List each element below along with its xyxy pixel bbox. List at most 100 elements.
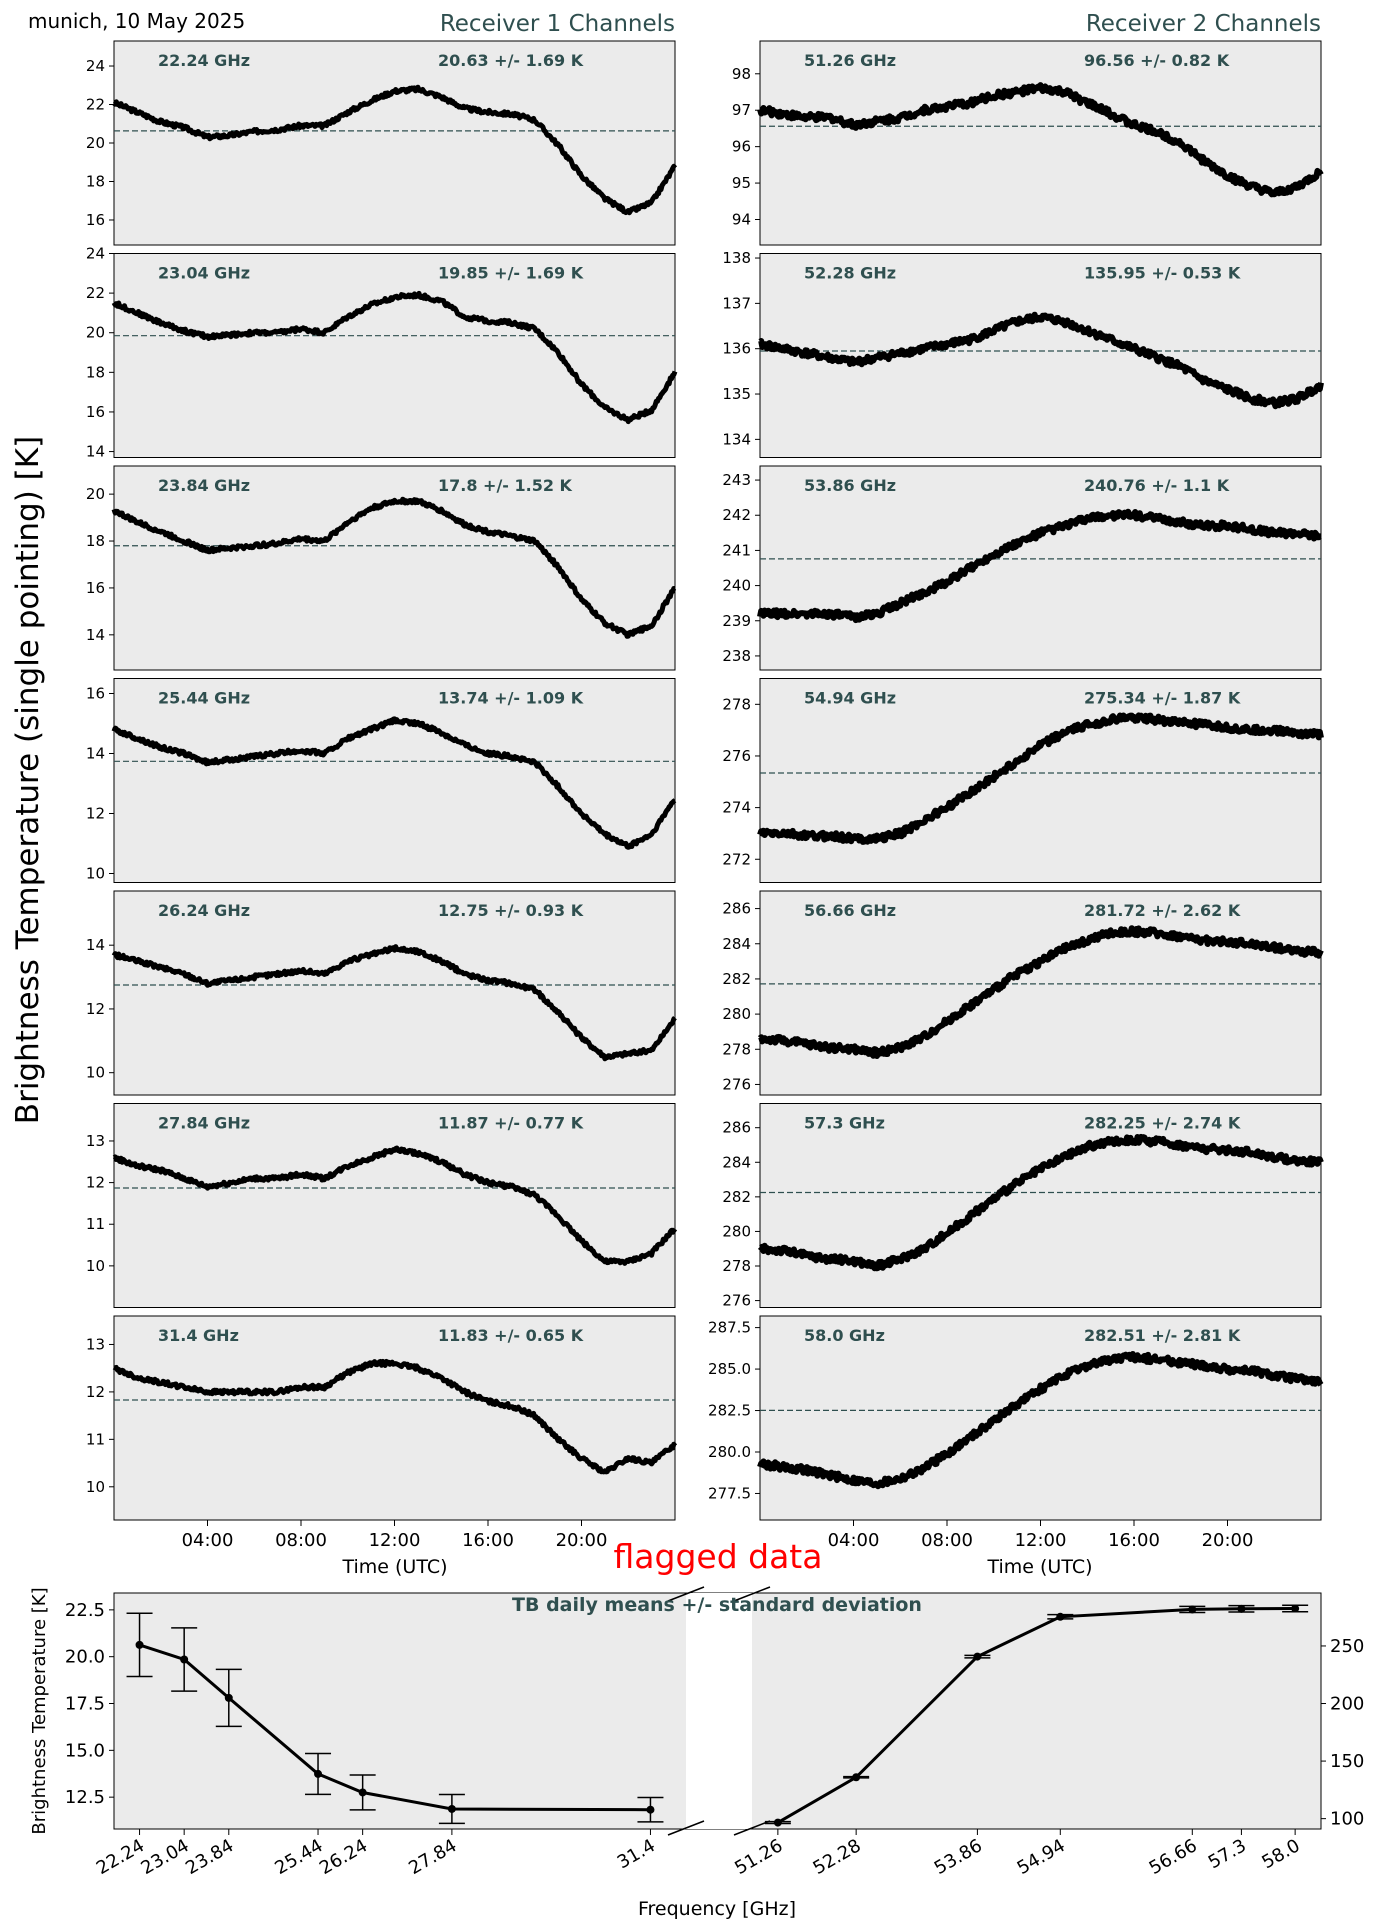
receiver-2-title: Receiver 2 Channels	[1086, 11, 1321, 37]
y-tick-label: 18	[86, 363, 105, 381]
y-tick-label: 280	[722, 1005, 751, 1023]
x-tick-label: 08:00	[921, 1530, 973, 1551]
panel-background	[113, 465, 676, 671]
y-tick-label: 96	[732, 138, 751, 156]
time-series-panel: 10 11 12 13 31.4 GHz 11.83 +/- 0.65 K 04:00 08:…	[86, 1315, 678, 1551]
y-tick-label: 14	[86, 936, 105, 954]
stats-label: 96.56 +/- 0.82 K	[1084, 51, 1230, 70]
y-tick-label: 97	[732, 101, 751, 119]
flagged-data-label: flagged data	[614, 1537, 823, 1576]
data-trace	[112, 1358, 678, 1475]
receiver-2-time-xlabel: Time (UTC)	[986, 1556, 1092, 1578]
data-trace	[111, 496, 677, 639]
panel-background	[113, 40, 676, 246]
y-tick-label: 135	[722, 385, 751, 403]
y-tick-label: 278	[722, 695, 751, 713]
receiver-1-time-xlabel: Time (UTC)	[341, 1556, 447, 1578]
y-tick-label: 95	[732, 174, 751, 192]
y-tick-label: 14	[86, 745, 105, 763]
y-tick-label: 98	[732, 65, 751, 83]
data-trace	[112, 1145, 678, 1266]
y-tick-label: 18	[86, 532, 105, 550]
y-tick-label: 16	[86, 211, 105, 229]
data-point	[224, 1693, 233, 1702]
panel-background	[113, 678, 676, 883]
data-point	[1237, 1604, 1246, 1613]
receiver-1-title: Receiver 1 Channels	[440, 11, 675, 37]
axis-break-mark	[667, 1820, 705, 1836]
summary-y-tick-label: 100	[1330, 1809, 1364, 1830]
y-tick-label: 272	[722, 850, 751, 868]
data-point	[447, 1804, 456, 1813]
y-tick-label: 286	[722, 1119, 751, 1137]
y-tick-label: 243	[722, 471, 751, 489]
y-tick-label: 16	[86, 403, 105, 421]
data-trace	[111, 944, 677, 1062]
panel-background	[759, 40, 1322, 246]
y-tick-label: 284	[722, 1153, 751, 1171]
y-tick-label: 12	[86, 1000, 105, 1018]
data-trace	[757, 712, 1324, 845]
axis-break-mark	[667, 1586, 705, 1602]
y-tick-label: 12	[86, 805, 105, 823]
y-tick-label: 12	[86, 1383, 105, 1401]
y-tick-label: 24	[86, 57, 105, 75]
y-tick-label: 24	[86, 245, 105, 263]
frequency-label: 52.28 GHz	[804, 264, 896, 283]
summary-ylabel: Brightness Temperature [K]	[29, 1587, 50, 1834]
summary-x-tick-label: 23.84	[182, 1835, 237, 1879]
x-tick-label: 16:00	[462, 1530, 514, 1551]
x-tick-label: 12:00	[1015, 1530, 1067, 1551]
x-tick-label: 20:00	[1202, 1530, 1254, 1551]
summary-x-tick-label: 27.84	[405, 1835, 460, 1879]
y-tick-label: 94	[732, 211, 751, 229]
x-tick-label: 08:00	[275, 1530, 327, 1551]
summary-xlabel: Frequency [GHz]	[638, 1898, 796, 1920]
y-tick-label: 274	[722, 799, 751, 817]
frequency-label: 31.4 GHz	[158, 1326, 239, 1345]
y-tick-label: 282	[722, 1188, 751, 1206]
frequency-label: 26.24 GHz	[158, 901, 250, 920]
summary-chart: TB daily means +/- standard deviation Fre…	[29, 1586, 1364, 1920]
summary-x-tick-label: 31.4	[614, 1835, 659, 1873]
frequency-label: 57.3 GHz	[804, 1114, 885, 1133]
y-tick-label: 16	[86, 685, 105, 703]
summary-x-tick-label: 23.04	[138, 1835, 193, 1879]
y-tick-label: 10	[86, 1478, 105, 1496]
y-tick-label: 276	[722, 1075, 751, 1093]
stats-label: 282.51 +/- 2.81 K	[1084, 1326, 1241, 1345]
time-series-panel: 10 12 14 16 25.44 GHz 13.74 +/- 1.09 K	[86, 678, 677, 883]
stats-label: 12.75 +/- 0.93 K	[438, 901, 584, 920]
y-tick-label: 239	[722, 612, 751, 630]
frequency-label: 54.94 GHz	[804, 689, 896, 708]
panel-background	[759, 253, 1322, 458]
stats-label: 281.72 +/- 2.62 K	[1084, 901, 1241, 920]
y-tick-label: 278	[722, 1257, 751, 1275]
panel-background	[113, 1315, 676, 1521]
axis-break-gap	[686, 1593, 752, 1829]
stats-label: 19.85 +/- 1.69 K	[438, 264, 584, 283]
stats-label: 135.95 +/- 0.53 K	[1084, 264, 1241, 283]
stats-label: 240.76 +/- 1.1 K	[1084, 476, 1230, 495]
data-point	[773, 1818, 782, 1827]
data-point	[180, 1655, 189, 1664]
summary-x-tick-label: 26.24	[316, 1835, 371, 1879]
panel-background	[759, 1315, 1322, 1521]
stats-label: 13.74 +/- 1.09 K	[438, 689, 584, 708]
data-trace	[758, 311, 1324, 410]
y-tick-label: 242	[722, 506, 751, 524]
y-tick-label: 18	[86, 172, 105, 190]
y-tick-label: 13	[86, 1335, 105, 1353]
y-tick-label: 241	[722, 541, 751, 559]
stats-label: 11.87 +/- 0.77 K	[438, 1114, 584, 1133]
panel-background	[759, 465, 1322, 671]
panel-background	[113, 890, 676, 1096]
y-tick-label: 20	[86, 485, 105, 503]
y-tick-label: 276	[722, 1292, 751, 1310]
summary-y-tick-label: 17.5	[65, 1694, 105, 1715]
stats-label: 20.63 +/- 1.69 K	[438, 51, 584, 70]
site-date-label: munich, 10 May 2025	[28, 9, 245, 33]
time-series-panel: 10 11 12 13 27.84 GHz 11.87 +/- 0.77 K	[86, 1103, 678, 1308]
panel-background	[759, 1103, 1322, 1308]
y-tick-label: 285.0	[708, 1360, 751, 1378]
